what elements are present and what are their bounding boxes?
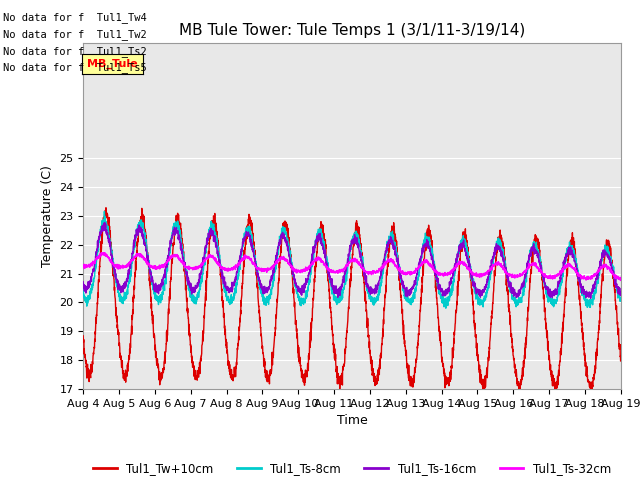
Tul1_Ts-16cm — [309, 251, 317, 257]
Tul1_Ts-8cm — [607, 257, 614, 263]
Tul1_Tw+10cm — [617, 356, 625, 361]
Tul1_Tw+10cm — [607, 245, 614, 251]
Line: Tul1_Ts-32cm: Tul1_Ts-32cm — [83, 252, 621, 280]
Tul1_Ts-16cm — [141, 242, 148, 248]
Tul1_Tw+10cm — [516, 389, 524, 395]
Line: Tul1_Tw+10cm: Tul1_Tw+10cm — [83, 208, 621, 392]
Tul1_Ts-16cm — [607, 262, 614, 268]
Tul1_Ts-8cm — [141, 234, 148, 240]
Tul1_Ts-16cm — [173, 228, 180, 233]
Text: MB_Tule: MB_Tule — [87, 59, 138, 70]
Y-axis label: Temperature (C): Temperature (C) — [41, 165, 54, 267]
Text: No data for f  Tul1_Tw4: No data for f Tul1_Tw4 — [3, 12, 147, 23]
Tul1_Ts-32cm — [309, 262, 317, 267]
Tul1_Ts-32cm — [616, 277, 624, 283]
X-axis label: Time: Time — [337, 414, 367, 427]
Tul1_Ts-16cm — [285, 255, 293, 261]
Tul1_Tw+10cm — [141, 228, 148, 233]
Title: MB Tule Tower: Tule Temps 1 (3/1/11-3/19/14): MB Tule Tower: Tule Temps 1 (3/1/11-3/19… — [179, 23, 525, 38]
Tul1_Ts-32cm — [141, 257, 148, 263]
Tul1_Ts-32cm — [79, 262, 87, 267]
Tul1_Ts-8cm — [285, 244, 293, 250]
Tul1_Tw+10cm — [285, 249, 293, 255]
Tul1_Tw+10cm — [173, 220, 180, 226]
Tul1_Ts-32cm — [607, 267, 614, 273]
Tul1_Ts-16cm — [101, 220, 109, 226]
Tul1_Ts-32cm — [617, 276, 625, 281]
Tul1_Ts-32cm — [98, 250, 106, 255]
Tul1_Tw+10cm — [79, 333, 87, 339]
Tul1_Ts-8cm — [309, 252, 317, 258]
Tul1_Ts-16cm — [617, 289, 625, 295]
Tul1_Ts-32cm — [548, 274, 556, 280]
Tul1_Ts-16cm — [79, 279, 87, 285]
Tul1_Ts-8cm — [442, 305, 450, 311]
Tul1_Ts-8cm — [100, 208, 108, 214]
Tul1_Tw+10cm — [309, 304, 317, 310]
Text: No data for f  Tul1_Tw2: No data for f Tul1_Tw2 — [3, 29, 147, 40]
Tul1_Ts-16cm — [587, 295, 595, 301]
Tul1_Ts-16cm — [548, 292, 556, 298]
Legend: Tul1_Tw+10cm, Tul1_Ts-8cm, Tul1_Ts-16cm, Tul1_Ts-32cm: Tul1_Tw+10cm, Tul1_Ts-8cm, Tul1_Ts-16cm,… — [88, 457, 616, 480]
Text: No data for f  Tul1_Ts2: No data for f Tul1_Ts2 — [3, 46, 147, 57]
Line: Tul1_Ts-16cm: Tul1_Ts-16cm — [83, 223, 621, 298]
Tul1_Tw+10cm — [549, 377, 557, 383]
Tul1_Ts-8cm — [617, 296, 625, 302]
Tul1_Ts-8cm — [173, 220, 180, 226]
Tul1_Ts-8cm — [549, 302, 557, 308]
Tul1_Tw+10cm — [102, 205, 110, 211]
Tul1_Ts-8cm — [79, 287, 87, 292]
Text: No data for f  Tul1_Ts5: No data for f Tul1_Ts5 — [3, 62, 147, 73]
Tul1_Ts-32cm — [285, 262, 293, 267]
Line: Tul1_Ts-8cm: Tul1_Ts-8cm — [83, 211, 621, 308]
Tul1_Ts-32cm — [173, 252, 180, 258]
